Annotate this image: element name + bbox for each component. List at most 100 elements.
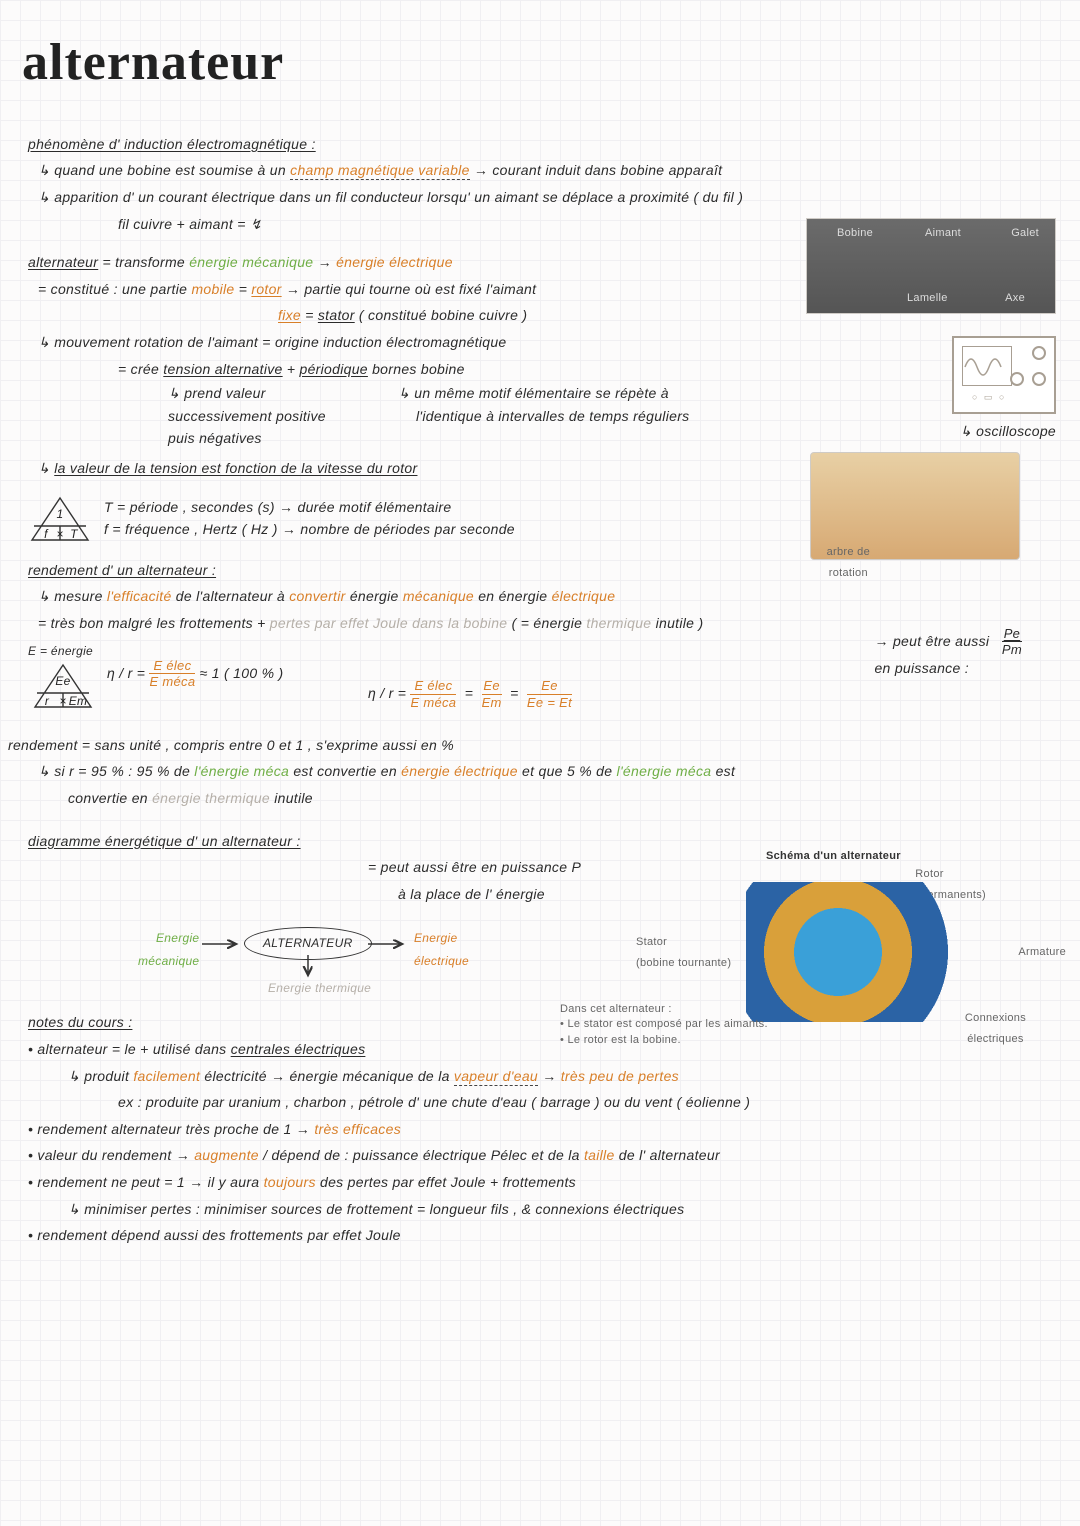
- diag-out: Energie électrique: [414, 927, 469, 973]
- notes-n8: • rendement dépend aussi des frottements…: [28, 1222, 1052, 1249]
- notes-n7: minimiser pertes : minimiser sources de …: [68, 1196, 1052, 1223]
- rendement-l1: mesure l'efficacité de l'alternateur à c…: [38, 583, 1052, 610]
- t: vapeur d'eau: [454, 1068, 538, 1086]
- t: l'énergie méca: [617, 763, 712, 779]
- t: prend valeur: [168, 382, 358, 404]
- t: centrales électriques: [231, 1041, 366, 1057]
- t: taille: [584, 1147, 615, 1163]
- triangle-rEm: Ee r × Em: [31, 663, 91, 707]
- t: est convertie en: [293, 763, 401, 779]
- t: ( = énergie: [512, 615, 587, 631]
- t: très peu de pertes: [561, 1068, 679, 1084]
- t: Ee = Et: [527, 694, 572, 710]
- induction-l2: apparition d' un courant électrique dans…: [38, 184, 1052, 211]
- oscilloscope-label: oscilloscope: [960, 418, 1056, 445]
- image-alternator-parts: Bobine Aimant Galet Lamelle Axe: [806, 218, 1056, 314]
- svg-text:T: T: [70, 527, 79, 541]
- t: toujours: [264, 1174, 316, 1190]
- t: fixe: [278, 307, 301, 323]
- t: énergie: [350, 588, 403, 604]
- periode-T: T = période , secondes (s) → durée motif…: [104, 496, 515, 518]
- notes-n4: • rendement alternateur très proche de 1…: [28, 1116, 1052, 1143]
- alt-heading: alternateur: [28, 254, 98, 270]
- t: thermique: [586, 615, 651, 631]
- rendement-formula2: η / r = E élecE méca = EeEm = EeEe = Et: [368, 679, 1052, 710]
- t: Lamelle: [907, 288, 948, 309]
- t: mécanique: [403, 588, 474, 604]
- t: la valeur de la tension est fonction de …: [54, 460, 417, 476]
- t: tension alternative: [163, 361, 282, 377]
- svg-text:r: r: [44, 694, 49, 708]
- tension-alt-expl: prend valeur successivement positive pui…: [168, 382, 358, 449]
- t: =: [305, 307, 318, 323]
- t: inutile: [274, 790, 313, 806]
- t: = transforme: [102, 254, 189, 270]
- t: ≈ 1 ( 100 % ): [200, 665, 284, 681]
- rendement-heading: rendement d' un alternateur :: [28, 562, 216, 578]
- notes-n5: • valeur du rendement → augmente / dépen…: [28, 1142, 1052, 1169]
- t: de l' alternateur: [615, 1147, 720, 1163]
- t: de l'alternateur à: [176, 588, 289, 604]
- t: η / r =: [107, 665, 149, 681]
- t: convertir: [289, 588, 345, 604]
- page-title: alternateur: [22, 14, 1052, 113]
- triangle-fT: 1 f × T: [28, 496, 88, 540]
- t: Em: [482, 694, 502, 710]
- t: quand une bobine est soumise à un: [54, 162, 290, 178]
- section-notes: notes du cours : • alternateur = le + ut…: [28, 1009, 1052, 1248]
- t: / dépend de : puissance électrique Pélec…: [259, 1147, 584, 1163]
- t: E = énergie: [28, 640, 93, 663]
- t: si r = 95 % : 95 % de: [54, 763, 194, 779]
- t: très efficaces: [314, 1121, 401, 1137]
- t: E élec: [153, 658, 191, 673]
- alt-mvt: mouvement rotation de l'aimant = origine…: [38, 329, 1052, 356]
- t: rendement dépend aussi des frottements p…: [37, 1227, 400, 1243]
- t: Armature: [1018, 942, 1066, 963]
- t: Galet: [1011, 223, 1039, 244]
- t: en énergie: [478, 588, 551, 604]
- t: → courant induit dans bobine apparaît: [470, 162, 723, 178]
- t: l'identique à intervalles de temps régul…: [398, 405, 689, 427]
- notes-heading: notes du cours :: [28, 1014, 132, 1030]
- t: des pertes par effet Joule + frottements: [316, 1174, 576, 1190]
- rendement-puissance: → peut être aussi PePm en puissance :: [874, 627, 1022, 680]
- diag-in: Energie mécanique: [138, 927, 199, 973]
- svg-text:Em: Em: [68, 694, 87, 708]
- oscilloscope-icon: ○ ▭ ○: [952, 336, 1056, 414]
- t: +: [287, 361, 300, 377]
- t: énergie mécanique: [189, 254, 313, 270]
- t: Ee: [541, 678, 558, 693]
- svg-text:1: 1: [57, 507, 64, 521]
- t: énergie électrique: [336, 254, 453, 270]
- t: Axe: [1005, 288, 1025, 309]
- t: énergie électrique: [401, 763, 518, 779]
- t: convertie en: [68, 790, 152, 806]
- t: = constitué : une partie: [38, 281, 191, 297]
- notes-n2: produit facilement électricité → énergie…: [68, 1063, 1052, 1090]
- t: facilement: [133, 1068, 200, 1084]
- notes-n1: • alternateur = le + utilisé dans centra…: [28, 1036, 1052, 1063]
- rendement-ex: si r = 95 % : 95 % de l'énergie méca est…: [38, 758, 1052, 785]
- t: Bobine: [837, 223, 873, 244]
- t: rendement ne peut = 1 → il y aura: [37, 1174, 263, 1190]
- t: E élec: [414, 678, 452, 693]
- t: =: [239, 281, 252, 297]
- t: rendement alternateur très proche de 1 →: [37, 1121, 314, 1137]
- section-rendement: rendement d' un alternateur : mesure l'e…: [28, 557, 1052, 710]
- t: Pm: [1002, 641, 1022, 657]
- t: est: [716, 763, 736, 779]
- rendement-formula1: η / r = E élecE méca ≈ 1 ( 100 % ): [107, 659, 284, 690]
- t: = crée: [118, 361, 163, 377]
- t: E méca: [149, 673, 195, 689]
- t: Pe: [1004, 626, 1021, 641]
- t: mobile: [191, 281, 234, 297]
- rendement-nounit: rendement = sans unité , compris entre 0…: [8, 732, 1052, 759]
- t: inutile ): [656, 615, 704, 631]
- t: alternateur = le + utilisé dans: [37, 1041, 230, 1057]
- diag-loss: Energie thermique: [268, 977, 371, 1000]
- t: puis négatives: [168, 427, 358, 449]
- t: et que 5 % de: [522, 763, 617, 779]
- alt-cree: = crée tension alternative + périodique …: [118, 356, 1052, 383]
- t: électrique: [552, 588, 616, 604]
- t: peut être aussi: [893, 633, 989, 649]
